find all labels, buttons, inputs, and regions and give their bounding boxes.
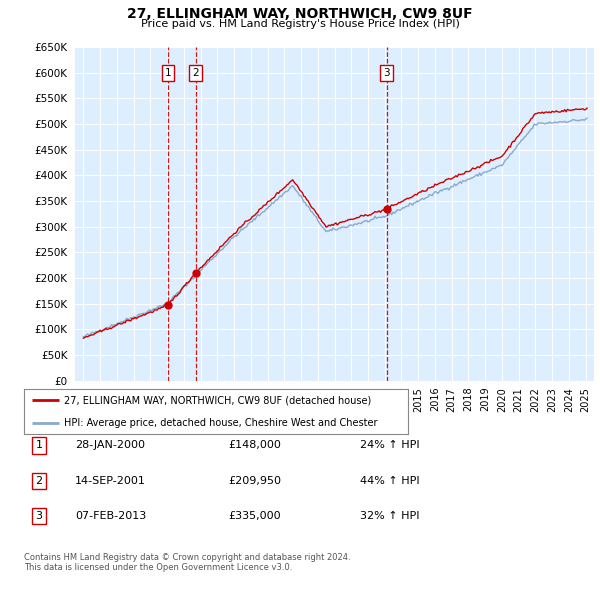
Text: 2: 2 [193, 68, 199, 78]
Text: 24% ↑ HPI: 24% ↑ HPI [360, 441, 419, 450]
Text: 28-JAN-2000: 28-JAN-2000 [75, 441, 145, 450]
Text: 3: 3 [35, 512, 43, 521]
Text: Contains HM Land Registry data © Crown copyright and database right 2024.: Contains HM Land Registry data © Crown c… [24, 553, 350, 562]
Text: £148,000: £148,000 [228, 441, 281, 450]
Text: 3: 3 [383, 68, 390, 78]
Text: HPI: Average price, detached house, Cheshire West and Chester: HPI: Average price, detached house, Ches… [64, 418, 378, 428]
Text: 27, ELLINGHAM WAY, NORTHWICH, CW9 8UF: 27, ELLINGHAM WAY, NORTHWICH, CW9 8UF [127, 7, 473, 21]
Text: 44% ↑ HPI: 44% ↑ HPI [360, 476, 419, 486]
Text: 07-FEB-2013: 07-FEB-2013 [75, 512, 146, 521]
Text: This data is licensed under the Open Government Licence v3.0.: This data is licensed under the Open Gov… [24, 563, 292, 572]
Text: 14-SEP-2001: 14-SEP-2001 [75, 476, 146, 486]
Text: 2: 2 [35, 476, 43, 486]
Text: £209,950: £209,950 [228, 476, 281, 486]
Text: 27, ELLINGHAM WAY, NORTHWICH, CW9 8UF (detached house): 27, ELLINGHAM WAY, NORTHWICH, CW9 8UF (d… [64, 395, 371, 405]
Text: 1: 1 [35, 441, 43, 450]
Text: Price paid vs. HM Land Registry's House Price Index (HPI): Price paid vs. HM Land Registry's House … [140, 19, 460, 30]
Text: 1: 1 [165, 68, 172, 78]
Text: £335,000: £335,000 [228, 512, 281, 521]
Text: 32% ↑ HPI: 32% ↑ HPI [360, 512, 419, 521]
